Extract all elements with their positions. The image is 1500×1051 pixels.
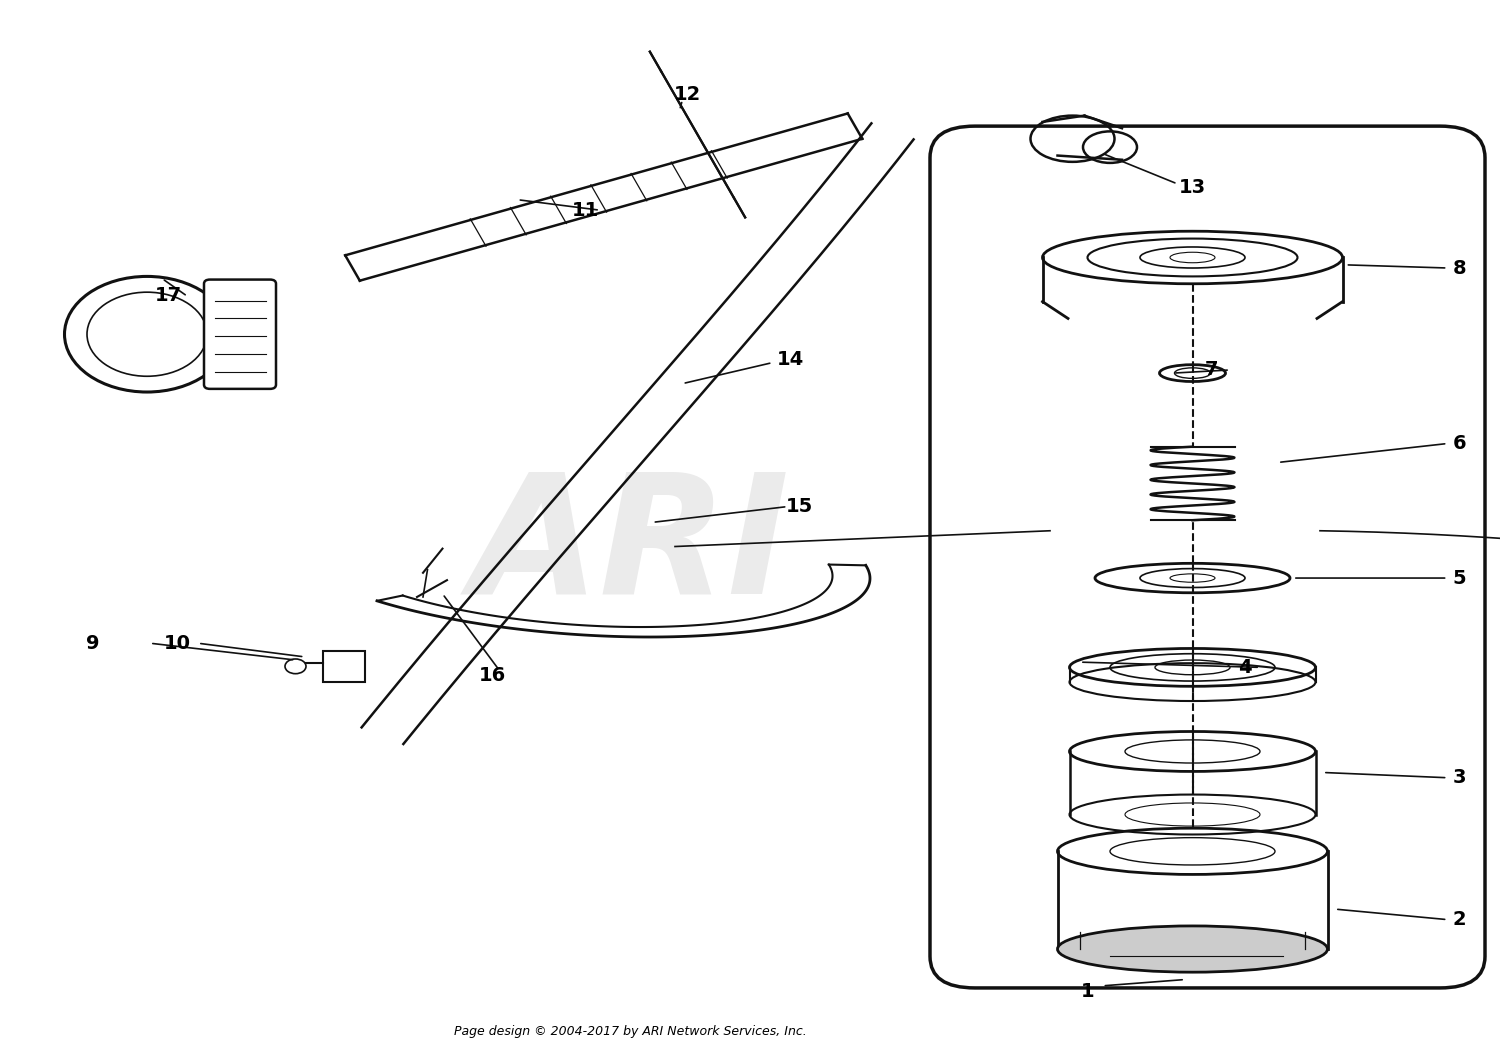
Text: 2: 2	[1452, 910, 1467, 929]
Text: 1: 1	[1080, 982, 1095, 1001]
Text: 14: 14	[777, 350, 804, 369]
Text: 5: 5	[1452, 569, 1467, 588]
Text: 10: 10	[164, 634, 190, 653]
Text: 9: 9	[86, 634, 99, 653]
Text: 11: 11	[572, 201, 598, 220]
Ellipse shape	[1058, 926, 1328, 972]
Text: ARI: ARI	[471, 465, 789, 628]
Text: 3: 3	[1452, 768, 1466, 787]
Text: 15: 15	[786, 497, 813, 516]
Bar	[322, 651, 364, 682]
Text: 17: 17	[154, 286, 182, 305]
Text: Page design © 2004-2017 by ARI Network Services, Inc.: Page design © 2004-2017 by ARI Network S…	[453, 1026, 807, 1038]
Text: 7: 7	[1206, 360, 1218, 379]
Circle shape	[285, 659, 306, 674]
FancyBboxPatch shape	[204, 280, 276, 389]
Text: 12: 12	[674, 85, 700, 104]
Text: 8: 8	[1452, 259, 1467, 277]
Text: 4: 4	[1238, 658, 1252, 677]
Text: 13: 13	[1179, 178, 1206, 197]
Text: 6: 6	[1452, 434, 1467, 453]
Text: 16: 16	[478, 666, 506, 685]
